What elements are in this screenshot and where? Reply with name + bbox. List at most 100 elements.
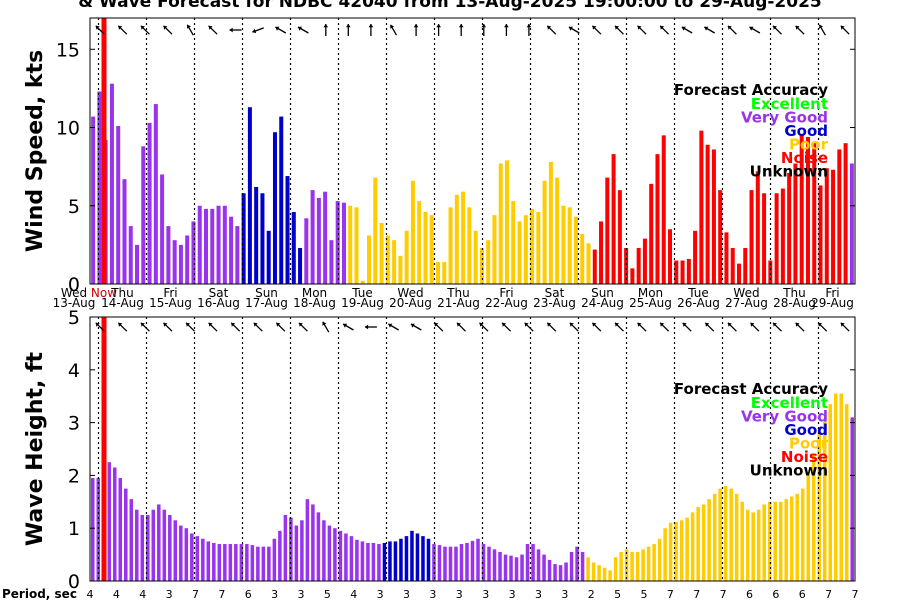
wind-bar	[172, 240, 177, 284]
wind-direction-arrow	[546, 25, 557, 35]
legend-item: Excellent	[751, 95, 828, 113]
wave-bar	[316, 512, 321, 581]
wind-bar	[642, 238, 647, 284]
wave-bar	[839, 393, 843, 581]
wave-bar	[437, 545, 442, 581]
wind-bar	[674, 260, 679, 284]
wave-bar	[784, 499, 788, 581]
wave-bar	[344, 533, 348, 581]
wave-bar	[542, 554, 546, 581]
arrow-head	[252, 28, 257, 34]
wind-direction-arrow	[186, 24, 194, 36]
wind-direction-arrow	[637, 25, 647, 35]
arrow-head	[95, 322, 100, 327]
wave-bar	[118, 478, 123, 581]
wind-bar	[504, 160, 509, 284]
wave-bar	[212, 542, 216, 581]
wave-bar	[789, 496, 794, 581]
wind-bar	[793, 163, 798, 284]
wave-bar	[674, 521, 678, 581]
date-label: 23-Aug	[533, 296, 576, 310]
arrow-head	[479, 322, 484, 327]
wave-bar	[756, 509, 761, 581]
wave-bar	[173, 520, 178, 581]
wind-direction-arrow	[591, 25, 602, 35]
wave-bar	[663, 528, 667, 581]
wave-bar	[261, 546, 266, 581]
wind-bar	[128, 226, 133, 284]
wave-bar	[90, 478, 95, 581]
date-label: 25-Aug	[629, 296, 672, 310]
wind-bar	[410, 180, 415, 284]
period-value: 6	[746, 588, 753, 600]
arrow-head	[568, 26, 573, 31]
wave-ylabel: Wave Height, ft	[23, 351, 48, 546]
wave-direction-arrow	[387, 323, 400, 331]
wind-bar	[567, 207, 572, 284]
wave-bar	[300, 520, 304, 581]
wind-bar	[116, 125, 121, 285]
arrow-head	[343, 323, 348, 328]
wind-bar	[517, 221, 522, 284]
wave-bar	[586, 557, 590, 581]
wave-bar	[465, 542, 469, 581]
wave-bar	[619, 551, 623, 581]
legend-item: Very Good	[741, 408, 828, 426]
arrow-head	[727, 25, 732, 30]
wave-bar	[267, 546, 271, 581]
wave-bar	[234, 544, 238, 581]
wind-bar	[536, 212, 541, 284]
wind-bar	[573, 216, 578, 284]
wave-bar	[547, 559, 552, 581]
wind-bar	[523, 215, 528, 284]
wind-bar	[260, 193, 265, 284]
arrow-head	[410, 323, 415, 328]
period-value: 3	[429, 588, 436, 600]
period-value: 3	[166, 588, 173, 600]
wave-bar	[470, 540, 475, 581]
wind-bar	[285, 176, 290, 284]
period-value: 3	[482, 588, 489, 600]
wind-bar	[473, 230, 478, 284]
wave-bar	[575, 546, 579, 581]
wave-bar	[762, 504, 766, 581]
date-label: 19-Aug	[341, 296, 384, 310]
wind-bar	[461, 191, 466, 284]
wind-direction-arrow	[681, 26, 693, 34]
wave-bar	[168, 515, 172, 581]
wind-direction-arrow	[389, 24, 398, 36]
arrow-head	[208, 322, 213, 327]
wave-direction-arrow	[253, 322, 263, 332]
wind-bar	[392, 240, 397, 284]
wind-bar	[91, 116, 96, 284]
day-name-label: Wed	[733, 286, 759, 300]
period-value: 3	[535, 588, 542, 600]
wind-bar	[812, 143, 817, 284]
wave-direction-arrow	[704, 322, 715, 332]
date-label: 13-Aug	[53, 296, 96, 310]
wind-direction-arrow	[208, 25, 218, 35]
wave-bar	[371, 542, 376, 581]
wave-bar	[712, 493, 717, 581]
wave-bar	[355, 539, 359, 581]
wind-ytick-label: 0	[68, 274, 80, 296]
wave-bar	[773, 501, 777, 581]
legend-item: Unknown	[750, 163, 828, 181]
wind-bar	[247, 107, 252, 284]
wind-bar	[718, 190, 723, 284]
wind-bar	[436, 262, 441, 284]
wave-ytick-label: 2	[68, 465, 80, 487]
day-name-label: Thu	[446, 286, 470, 300]
wind-bar	[197, 205, 202, 284]
arrow-head	[276, 322, 281, 327]
wave-bar	[448, 546, 453, 581]
wind-bar	[304, 218, 309, 284]
arrow-head	[660, 25, 665, 30]
wave-bar	[646, 546, 651, 581]
wave-ytick-label: 4	[68, 360, 80, 382]
wind-speed-panel: 0 5 10 15 Wind Speed, kts Forecast AccuracyEx…	[23, 17, 856, 300]
wave-bar	[569, 551, 574, 581]
wind-direction-arrow	[818, 24, 826, 36]
wave-bar	[223, 544, 227, 581]
